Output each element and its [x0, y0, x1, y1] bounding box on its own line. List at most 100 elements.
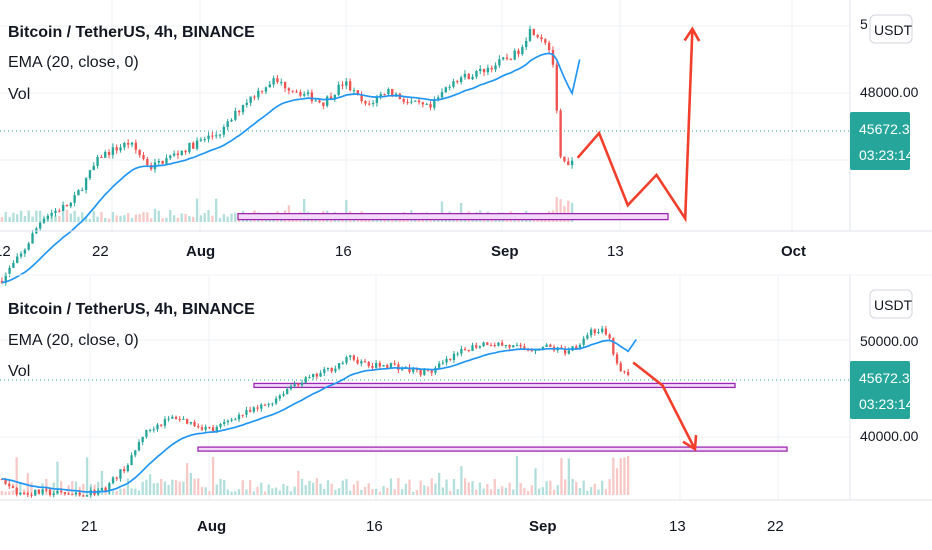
support-zones[interactable]: [237, 212, 669, 221]
candle: [323, 366, 326, 376]
projection-annotation[interactable]: [632, 361, 698, 452]
candle: [77, 189, 80, 196]
projection-path[interactable]: [632, 361, 697, 450]
candle-body: [615, 354, 619, 364]
volume-bar: [23, 215, 27, 222]
candle-body: [597, 331, 600, 333]
candle: [337, 363, 341, 371]
volume-bar: [160, 478, 163, 495]
candle-body: [382, 365, 385, 367]
indicator-ema-label: EMA (20, close, 0): [8, 54, 139, 71]
volume-bar: [119, 488, 122, 495]
last-price-value: 45672.31: [859, 121, 918, 137]
volume-bar: [0, 217, 4, 222]
candle-body: [478, 346, 482, 348]
candle: [15, 486, 18, 497]
candle: [142, 152, 145, 161]
candle-body: [293, 384, 296, 387]
volume-bar: [176, 217, 180, 222]
currency-badge[interactable]: USDT: [869, 14, 913, 44]
candle-body: [161, 160, 164, 164]
candle: [456, 79, 459, 84]
volume-bar: [148, 474, 152, 495]
candle: [570, 157, 574, 169]
candle-body: [23, 249, 27, 254]
volume-bar: [218, 218, 222, 222]
volume-bar: [534, 468, 537, 495]
chart-panel-bottom[interactable]: Bitcoin / TetherUS, 4h, BINANCE EMA (20,…: [0, 274, 932, 535]
candle: [482, 341, 485, 348]
volume-bar: [493, 479, 496, 495]
volume-bar: [400, 489, 404, 495]
candle-body: [74, 492, 78, 495]
volume-bar: [169, 209, 172, 222]
support-zone-box[interactable]: [197, 446, 788, 452]
candle-body: [185, 418, 189, 424]
candle: [299, 89, 302, 98]
candle: [615, 352, 619, 366]
candle-body: [268, 84, 271, 88]
volume-bar: [134, 214, 138, 222]
candle-body: [199, 139, 203, 141]
candle: [115, 476, 118, 481]
support-zone-box[interactable]: [253, 382, 736, 389]
usdt-badge[interactable]: [869, 14, 913, 44]
volume-bar: [211, 215, 214, 222]
candle-body: [22, 492, 26, 494]
volume-bar: [104, 217, 107, 222]
candle-body: [276, 78, 279, 83]
candle-body: [267, 403, 270, 405]
candle: [345, 355, 348, 365]
support-zones[interactable]: [197, 382, 788, 452]
candle-body: [318, 100, 321, 103]
support-zone-box[interactable]: [237, 212, 669, 221]
usdt-badge[interactable]: [869, 289, 913, 319]
candle: [41, 488, 44, 496]
candle: [364, 100, 367, 106]
projection-annotation[interactable]: [576, 26, 701, 223]
volume-bar: [549, 480, 552, 495]
candle-body: [523, 346, 526, 350]
candle-body: [130, 455, 133, 466]
volume-bar: [174, 480, 178, 495]
candle: [88, 169, 92, 181]
candle: [360, 359, 363, 367]
candle: [363, 358, 367, 363]
candle-body: [623, 371, 626, 373]
currency-badge[interactable]: USDT: [869, 289, 913, 319]
candle-body: [248, 410, 252, 412]
candle-body: [475, 71, 478, 77]
volume-bar: [567, 200, 570, 222]
candle-body: [325, 96, 329, 106]
candle: [593, 328, 596, 336]
volume-bar: [92, 210, 95, 222]
candle: [383, 93, 386, 96]
volume-bar: [393, 489, 396, 495]
candle: [490, 65, 493, 73]
candle-body: [230, 419, 233, 421]
candle: [368, 100, 371, 106]
candle-body: [345, 357, 348, 363]
candle-body: [341, 362, 344, 364]
chart-panel-top[interactable]: Bitcoin / TetherUS, 4h, BINANCE EMA (20,…: [0, 0, 932, 286]
candle-body: [104, 152, 107, 158]
volume-bar: [182, 481, 185, 495]
candle: [226, 119, 229, 131]
candle: [230, 118, 233, 123]
candle-body: [188, 142, 191, 153]
candle-body: [31, 233, 34, 244]
volume-bar: [96, 216, 99, 222]
volume-bar: [134, 488, 137, 495]
candle-body: [493, 344, 496, 346]
volume-bar: [223, 479, 226, 495]
candle-body: [334, 368, 337, 372]
volume-bar: [356, 480, 359, 495]
candle: [448, 84, 451, 91]
candle-body: [12, 262, 15, 268]
candle-body: [77, 190, 80, 196]
candle-body: [252, 407, 256, 412]
volume-bar: [570, 202, 574, 222]
projection-path[interactable]: [576, 28, 694, 223]
candle-body: [304, 377, 307, 383]
candle-body: [52, 493, 55, 496]
